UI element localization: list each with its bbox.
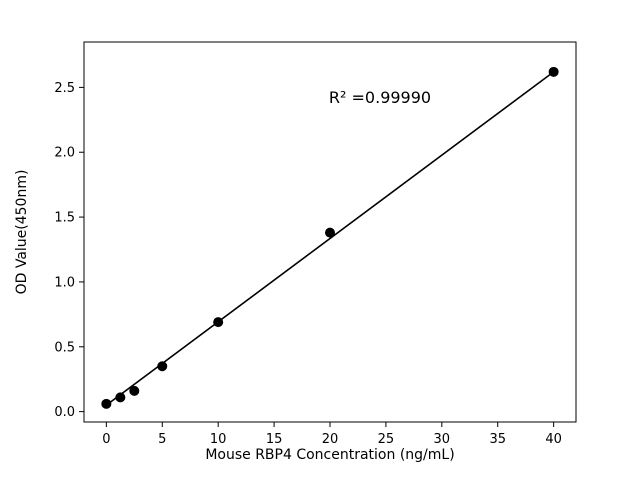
x-axis-label: Mouse RBP4 Concentration (ng/mL) xyxy=(205,447,454,463)
r-squared-annotation: R² =0.99990 xyxy=(329,88,431,107)
x-tick-label: 40 xyxy=(545,432,562,447)
data-point xyxy=(548,66,559,77)
x-tick-label: 35 xyxy=(489,432,506,447)
y-tick-label: 1.5 xyxy=(54,211,75,226)
x-tick-label: 25 xyxy=(378,432,395,447)
data-point xyxy=(115,392,126,403)
data-point xyxy=(101,398,112,409)
data-point xyxy=(129,385,140,396)
y-tick-label: 1.0 xyxy=(54,275,75,290)
plot-area: 0 5 10 15 20 25 30 35 40 0.0 0.5 1.0 1.5 2.0 2.5 xyxy=(54,41,577,447)
y-tick-label: 0.0 xyxy=(54,405,75,420)
y-tick-label: 2.5 xyxy=(54,81,75,96)
x-tick-label: 20 xyxy=(322,432,339,447)
x-tick-label: 0 xyxy=(102,432,110,447)
fit-line xyxy=(105,71,555,406)
data-point xyxy=(325,227,335,238)
x-tick-label: 5 xyxy=(158,432,166,447)
data-point xyxy=(157,361,168,372)
data-point xyxy=(213,317,224,328)
y-tick-label: 0.5 xyxy=(54,340,75,355)
y-axis-label: OD Value(450nm) xyxy=(14,170,30,295)
x-tick-label: 30 xyxy=(434,432,451,447)
y-tick-label: 2.0 xyxy=(54,146,75,161)
x-tick-label: 15 xyxy=(266,432,283,447)
x-tick-label: 10 xyxy=(210,432,227,447)
